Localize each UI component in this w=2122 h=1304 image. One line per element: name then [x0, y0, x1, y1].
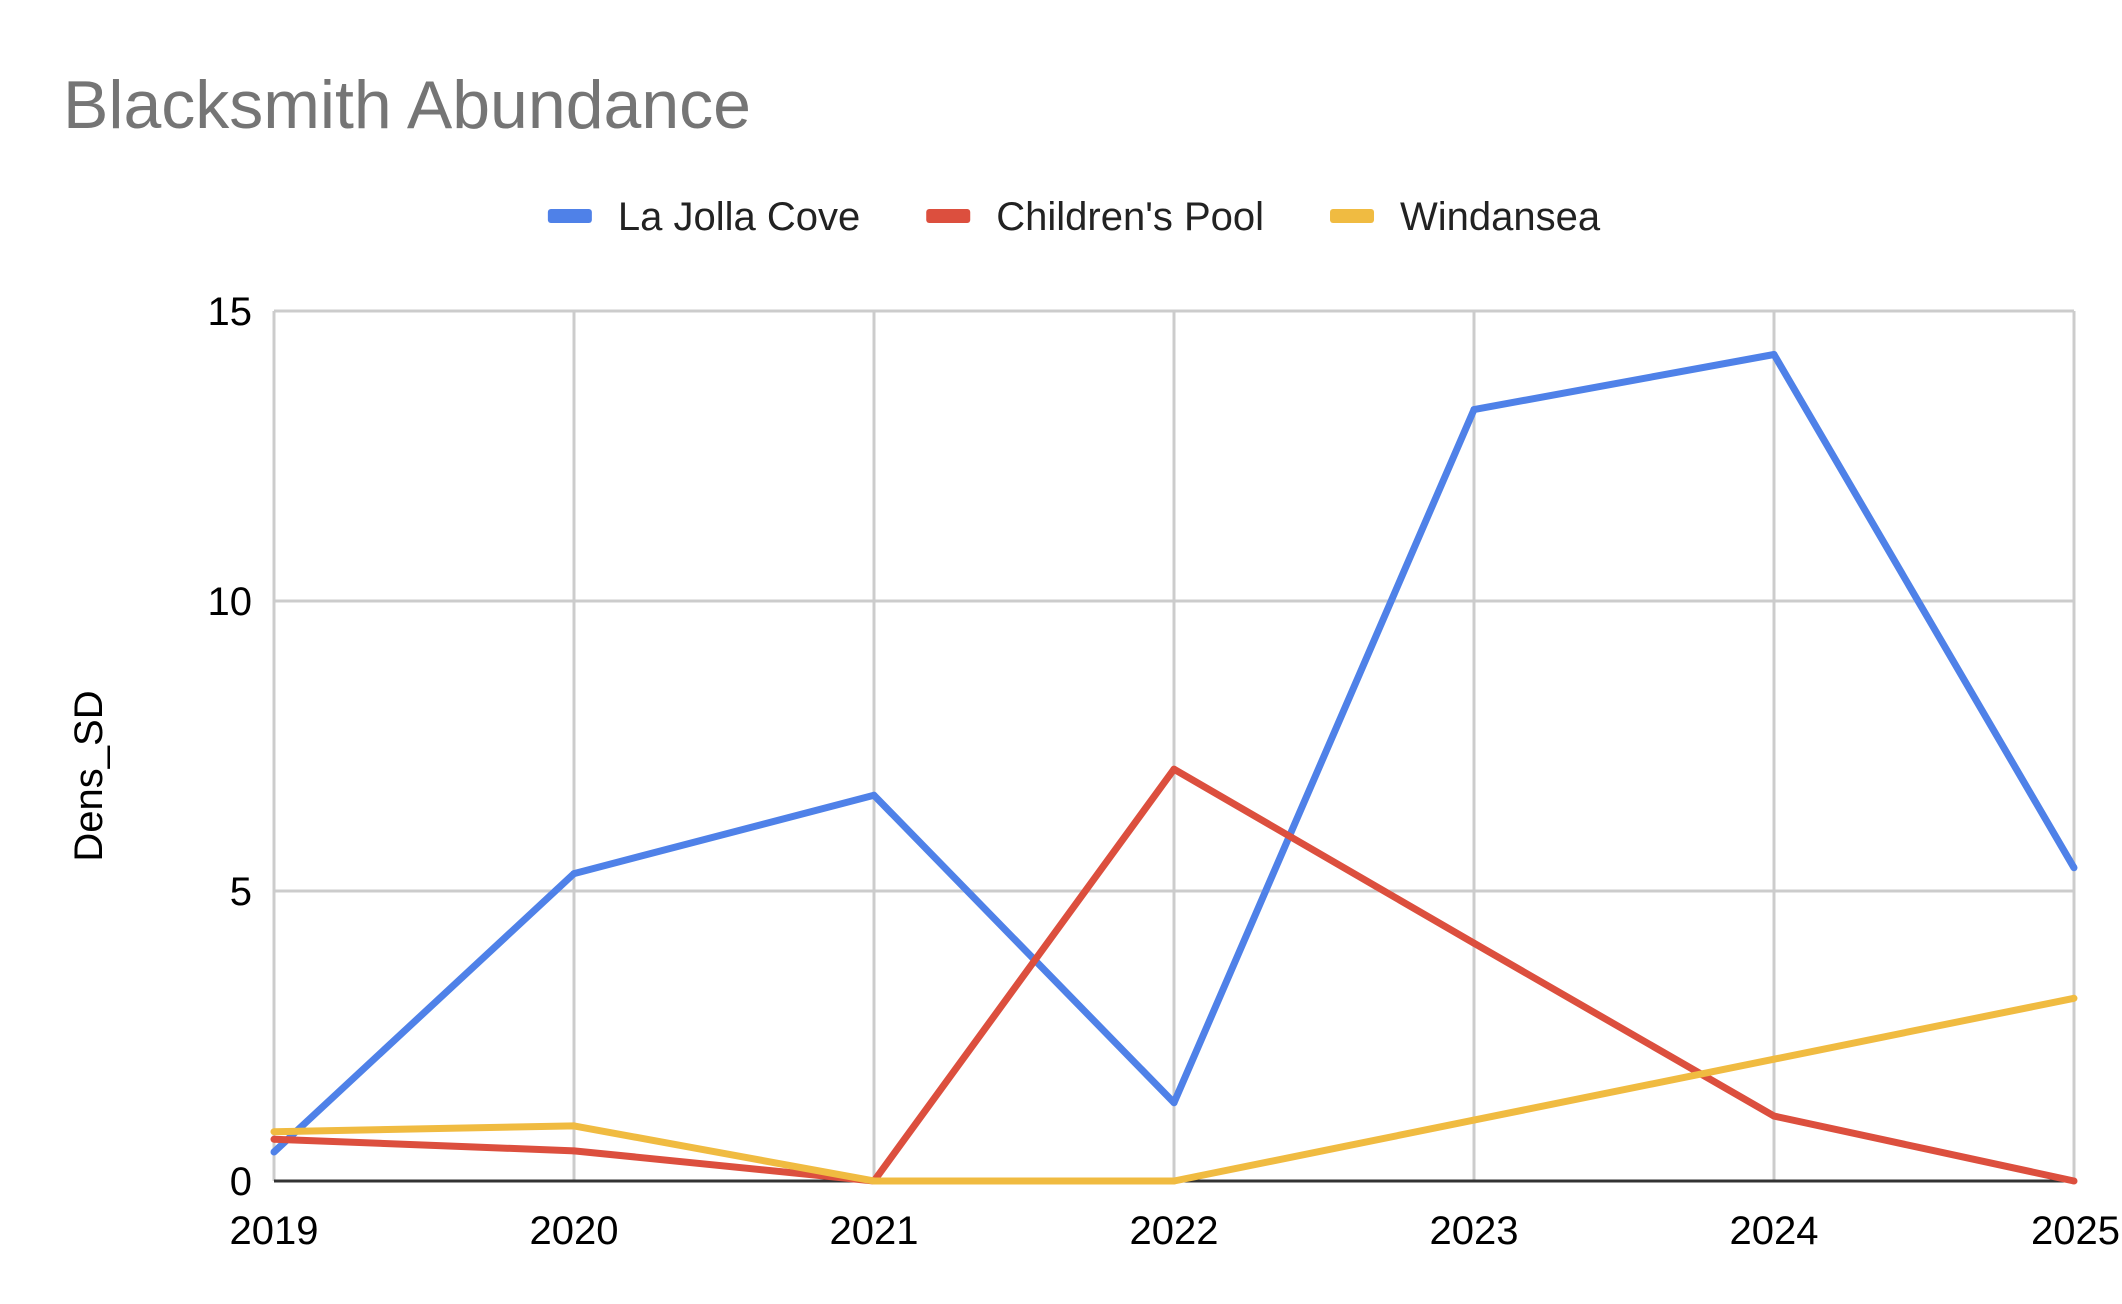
- y-tick-label: 10: [208, 580, 253, 624]
- legend: La Jolla Cove Children's Pool Windansea: [547, 195, 1601, 239]
- data-point: [1170, 1177, 1178, 1185]
- data-point: [570, 1122, 578, 1130]
- x-axis-tick-labels: 2019 2020 2021 2022 2023 2024 2025: [230, 1209, 2120, 1253]
- y-tick-label: 0: [230, 1160, 252, 1204]
- data-point: [1770, 1112, 1778, 1120]
- y-tick-label: 5: [230, 870, 252, 914]
- data-point: [270, 1148, 278, 1156]
- data-point: [2070, 1177, 2078, 1185]
- y-axis-title: Dens_SD: [67, 690, 111, 861]
- y-axis-tick-labels: 0 5 10 15: [208, 290, 253, 1204]
- data-point: [1170, 1099, 1178, 1107]
- data-point: [870, 791, 878, 799]
- x-tick-label: 2019: [230, 1209, 319, 1253]
- grid-lines: [272, 309, 2076, 1183]
- data-point: [1770, 351, 1778, 358]
- data-point: [1770, 1055, 1778, 1063]
- x-tick-label: 2025: [2031, 1209, 2120, 1253]
- legend-label: Children's Pool: [996, 195, 1264, 239]
- data-point: [1470, 406, 1478, 414]
- chart-title: Blacksmith Abundance: [63, 67, 751, 143]
- x-tick-label: 2023: [1430, 1209, 1519, 1253]
- data-point: [2070, 994, 2078, 1002]
- data-point: [1470, 939, 1478, 947]
- legend-label: La Jolla Cove: [618, 195, 860, 239]
- series-lines: [270, 351, 2078, 1185]
- data-point: [270, 1128, 278, 1136]
- data-point: [2070, 864, 2078, 872]
- x-tick-label: 2021: [830, 1209, 919, 1253]
- data-point: [570, 870, 578, 878]
- data-point: [570, 1147, 578, 1155]
- data-point: [870, 1177, 878, 1185]
- data-point: [1470, 1116, 1478, 1124]
- legend-swatch: [926, 209, 971, 223]
- legend-label: Windansea: [1400, 195, 1601, 239]
- x-tick-label: 2024: [1730, 1209, 1819, 1253]
- y-tick-label: 15: [208, 290, 253, 334]
- data-point: [270, 1135, 278, 1143]
- data-point: [1170, 765, 1178, 773]
- legend-swatch: [547, 209, 592, 223]
- x-tick-label: 2022: [1130, 1209, 1219, 1253]
- x-tick-label: 2020: [530, 1209, 619, 1253]
- legend-swatch: [1330, 209, 1375, 223]
